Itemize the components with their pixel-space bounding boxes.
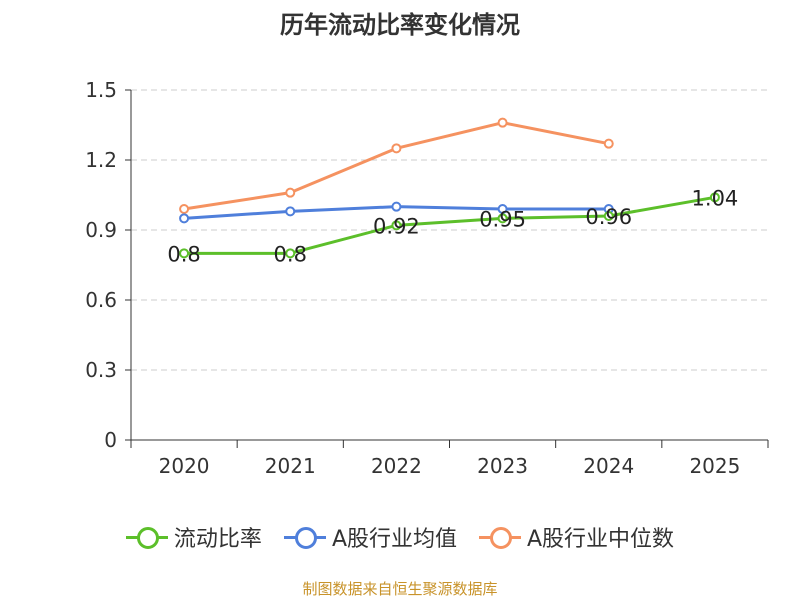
y-tick-label: 0.3 — [85, 358, 117, 382]
data-point-2 — [285, 187, 296, 198]
data-point-0 — [391, 220, 402, 231]
data-point-1 — [285, 206, 296, 217]
x-tick-label: 2024 — [583, 454, 634, 478]
legend-item-industry-median[interactable]: A股行业中位数 — [479, 521, 674, 553]
data-label: 0.96 — [585, 205, 632, 229]
x-tick-label: 2023 — [477, 454, 528, 478]
y-tick-label: 1.5 — [85, 78, 117, 102]
series-line-0 — [184, 195, 716, 255]
data-label: 0.8 — [167, 242, 200, 266]
data-label: 1.04 — [692, 186, 739, 210]
data-point-2 — [603, 138, 614, 149]
grid-layer — [131, 89, 768, 371]
x-tick-label: 2025 — [689, 454, 740, 478]
legend-label: A股行业均值 — [331, 527, 457, 552]
x-tick-label: 2021 — [265, 454, 316, 478]
y-tick-label: 1.2 — [85, 148, 117, 172]
data-point-1 — [179, 213, 190, 224]
data-point-1 — [497, 204, 508, 214]
data-point-0 — [285, 248, 296, 259]
legend-label: 流动比率 — [173, 527, 262, 552]
legend-marker-current-ratio — [125, 526, 168, 549]
data-point-0 — [603, 211, 614, 221]
chart-title: 历年流动比率变化情况 — [280, 11, 520, 39]
y-tick-label: 0.6 — [85, 288, 117, 312]
data-point-0 — [497, 213, 508, 224]
legend-item-current-ratio[interactable]: 流动比率 — [125, 521, 262, 553]
data-point-2 — [497, 117, 508, 128]
label-layer: 0.8 0.8 0.92 0.95 0.96 1.04 — [167, 186, 738, 266]
data-label: 0.92 — [373, 214, 420, 238]
legend-marker-industry-median — [479, 526, 521, 549]
data-point-2 — [179, 204, 190, 214]
axis-layer: 0 0.3 0.6 0.9 1.2 1.5 2020 2021 2022 2023 2024 2025 — [85, 78, 769, 478]
data-label: 0.95 — [479, 207, 526, 231]
y-tick-label: 0.9 — [85, 218, 117, 242]
x-tick-label: 2020 — [159, 454, 210, 478]
series-line-2 — [183, 121, 610, 211]
series-layer — [179, 117, 720, 259]
legend-label: A股行业中位数 — [527, 527, 675, 552]
data-label: 0.8 — [274, 242, 307, 266]
data-point-2 — [391, 143, 402, 154]
data-point-0 — [709, 192, 720, 203]
legend-marker-industry-mean — [283, 526, 326, 549]
y-tick-label: 0 — [104, 428, 117, 452]
legend: 流动比率 A股行业均值 A股行业中位数 — [0, 519, 800, 555]
legend-item-industry-mean[interactable]: A股行业均值 — [283, 521, 457, 553]
data-point-1 — [391, 201, 402, 212]
data-source-note: 制图数据来自恒生聚源数据库 — [302, 580, 498, 598]
data-point-0 — [179, 248, 190, 259]
x-tick-label: 2022 — [371, 454, 422, 478]
